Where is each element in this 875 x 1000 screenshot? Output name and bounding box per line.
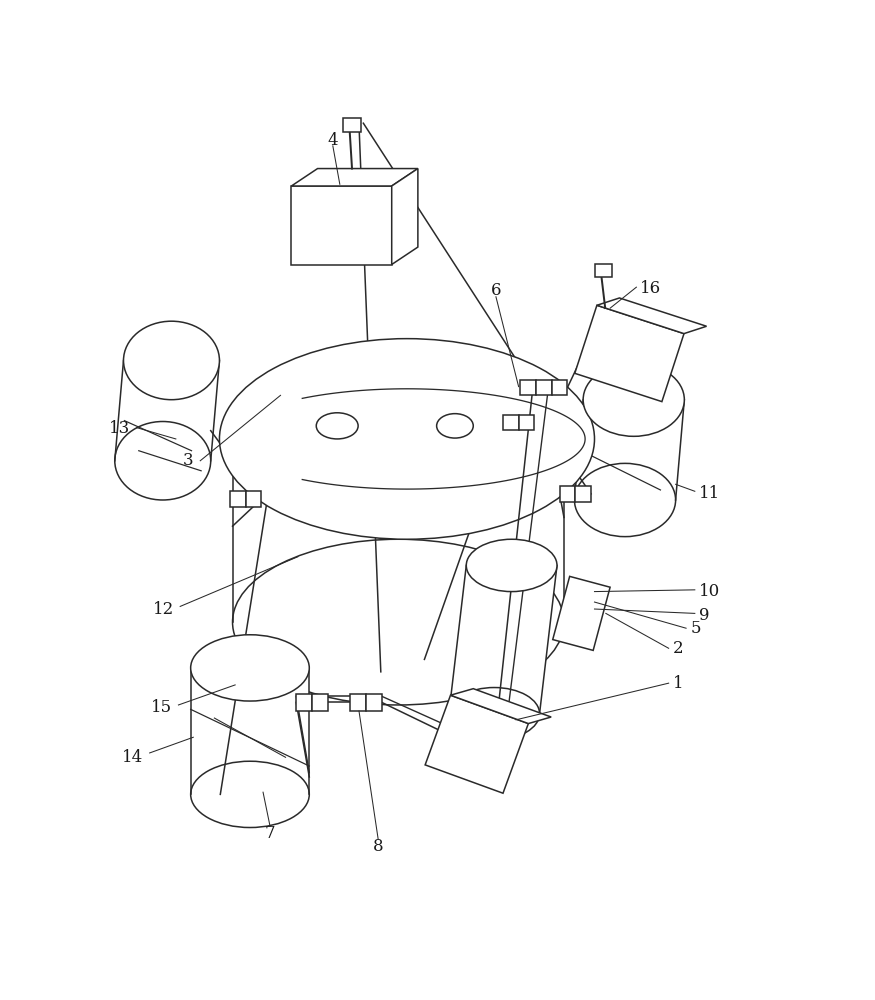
Polygon shape	[575, 305, 684, 402]
Text: 15: 15	[151, 699, 172, 716]
Polygon shape	[449, 565, 557, 714]
Polygon shape	[291, 169, 418, 186]
Text: 4: 4	[327, 132, 338, 149]
Text: 12: 12	[153, 601, 174, 618]
Text: 10: 10	[699, 583, 720, 600]
Ellipse shape	[123, 321, 220, 400]
Ellipse shape	[466, 539, 557, 592]
Ellipse shape	[449, 688, 540, 740]
Text: 13: 13	[109, 420, 130, 437]
Bar	[503, 415, 519, 430]
Bar	[312, 694, 327, 711]
Bar	[230, 491, 246, 507]
Ellipse shape	[437, 414, 473, 438]
Bar	[191, 668, 309, 794]
Bar	[552, 380, 568, 395]
Text: 1: 1	[673, 675, 683, 692]
Text: 9: 9	[699, 607, 710, 624]
Ellipse shape	[191, 761, 309, 828]
Bar	[297, 694, 311, 711]
Bar	[350, 694, 366, 711]
Polygon shape	[597, 298, 706, 334]
Polygon shape	[575, 400, 684, 500]
Polygon shape	[392, 169, 418, 265]
Bar	[246, 491, 262, 507]
Polygon shape	[115, 360, 220, 461]
Ellipse shape	[233, 539, 564, 705]
Ellipse shape	[575, 463, 676, 537]
Bar	[233, 448, 564, 655]
Text: 5: 5	[690, 620, 701, 637]
Text: 8: 8	[373, 838, 383, 855]
Ellipse shape	[191, 635, 309, 701]
Text: 11: 11	[699, 485, 720, 502]
Text: 3: 3	[183, 452, 193, 469]
Ellipse shape	[233, 365, 564, 531]
Ellipse shape	[583, 363, 684, 436]
Ellipse shape	[220, 339, 594, 539]
Bar	[575, 486, 591, 502]
Text: 6: 6	[491, 282, 501, 299]
Bar	[366, 694, 382, 711]
Bar	[521, 380, 536, 395]
Text: 7: 7	[265, 825, 276, 842]
Bar	[536, 380, 552, 395]
Ellipse shape	[316, 413, 358, 439]
Polygon shape	[451, 689, 551, 724]
Text: 14: 14	[123, 749, 144, 766]
Bar	[560, 486, 575, 502]
Ellipse shape	[115, 422, 211, 500]
Bar	[291, 186, 392, 265]
Text: 2: 2	[673, 640, 683, 657]
Bar	[595, 264, 612, 277]
Polygon shape	[553, 576, 610, 650]
Bar	[519, 415, 535, 430]
Text: 16: 16	[640, 280, 661, 297]
Bar	[343, 118, 360, 132]
Polygon shape	[425, 695, 528, 793]
